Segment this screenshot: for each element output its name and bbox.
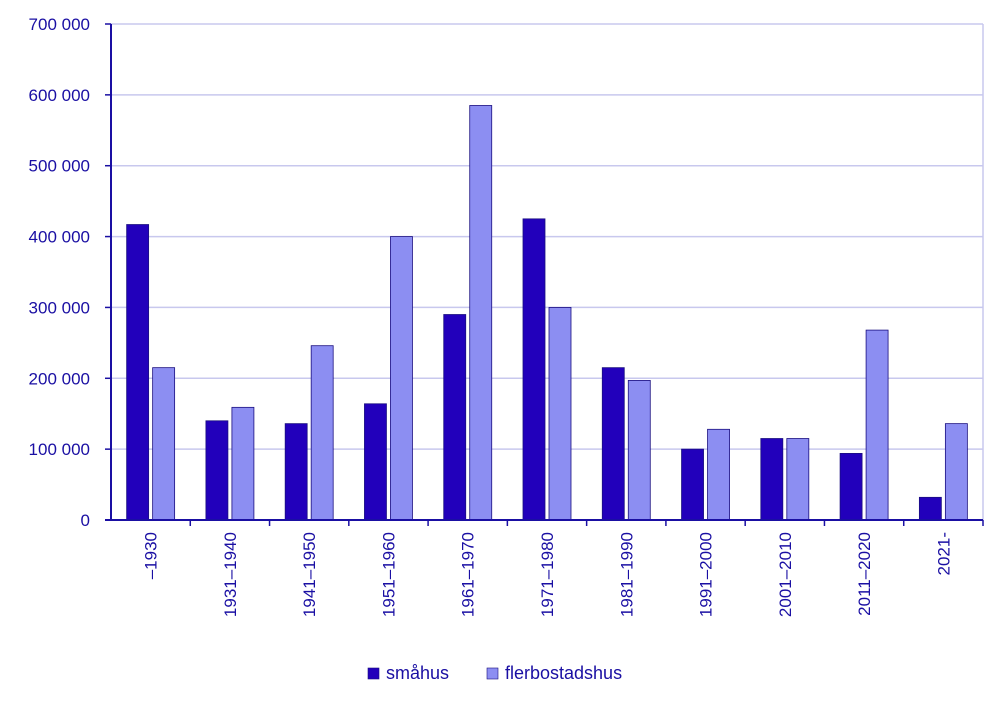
bar-smahus [839, 452, 863, 521]
x-axis-ticks: –1930 1931–1940 1941–1950 1951–1960 1961–197… [142, 520, 984, 617]
bar-flerbostadshus [627, 380, 651, 521]
x-tick-label: 1961–1970 [459, 532, 478, 617]
legend-label-flerbostadshus: flerbostadshus [505, 663, 622, 683]
x-tick-label: –1930 [142, 532, 161, 579]
bar-smahus [681, 448, 704, 521]
x-tick-label: 2001–2010 [776, 532, 795, 617]
bar-smahus [126, 224, 150, 521]
legend: småhus flerbostadshus [367, 663, 622, 683]
bar-smahus [760, 438, 784, 521]
y-axis-ticks: 0 100 000 200 000 300 000 400 000 500 000 600 … [29, 15, 111, 530]
gridlines [111, 23, 984, 520]
x-tick-label: 1941–1950 [300, 532, 319, 617]
y-tick-label: 0 [81, 511, 90, 530]
x-tick-label: 1951–1960 [379, 532, 398, 617]
x-tick-label: 1981–1990 [617, 532, 636, 617]
legend-label-smahus: småhus [386, 663, 449, 683]
bar-smahus [918, 496, 942, 521]
bar-smahus [522, 218, 546, 521]
y-tick-label: 500 000 [29, 157, 90, 176]
bar-flerbostadshus [152, 367, 176, 521]
bar-smahus [284, 423, 308, 521]
bars [126, 105, 968, 521]
bar-flerbostadshus [231, 406, 255, 521]
x-tick-label: 1971–1980 [538, 532, 557, 617]
bar-flerbostadshus [786, 438, 810, 521]
y-tick-label: 200 000 [29, 369, 90, 388]
bar-flerbostadshus [469, 105, 493, 521]
y-tick-label: 600 000 [29, 86, 90, 105]
bar-smahus [364, 403, 387, 521]
bar-smahus [601, 367, 625, 521]
y-tick-label: 100 000 [29, 440, 90, 459]
bar-flerbostadshus [865, 329, 889, 521]
bar-smahus [443, 314, 467, 521]
x-tick-label: 2011–2020 [855, 532, 874, 616]
bar-smahus [205, 420, 229, 521]
axes [105, 24, 983, 521]
y-tick-label: 700 000 [29, 15, 90, 34]
y-tick-label: 300 000 [29, 298, 90, 317]
bar-flerbostadshus [548, 307, 572, 521]
y-tick-label: 400 000 [29, 228, 90, 247]
bar-flerbostadshus [310, 345, 334, 521]
legend-swatch-flerbostadshus [486, 667, 499, 680]
legend-swatch-smahus [367, 667, 380, 680]
x-tick-label: 2021- [934, 532, 953, 575]
x-tick-label: 1931–1940 [221, 532, 240, 617]
bar-flerbostadshus [390, 236, 413, 521]
bar-flerbostadshus [944, 423, 968, 521]
x-tick-label: 1991–2000 [697, 532, 716, 617]
bar-flerbostadshus [707, 428, 730, 521]
